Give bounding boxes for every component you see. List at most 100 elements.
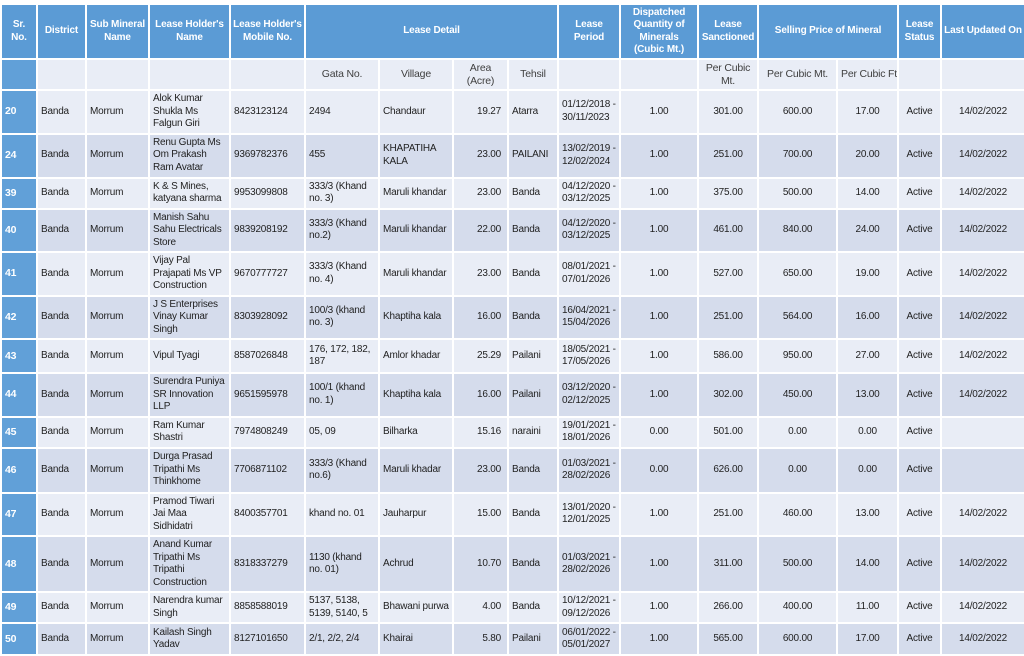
cell-dispatched: 1.00 — [619, 535, 700, 594]
cell-dispatched: 0.00 — [619, 415, 700, 449]
cell-period: 08/01/2021 - 07/01/2026 — [557, 251, 622, 297]
cell-tehsil: Pailani — [506, 372, 560, 418]
cell-dispatched: 1.00 — [619, 622, 700, 656]
cell-tehsil: Banda — [506, 176, 560, 210]
cell-name: Vijay Pal Prajapati Ms VP Construction — [148, 251, 231, 297]
cell-sanctioned: 565.00 — [697, 622, 760, 656]
cell-mobile: 8303928092 — [229, 294, 306, 341]
cell-period: 01/03/2021 - 28/02/2026 — [557, 446, 622, 494]
cell-area: 23.00 — [452, 446, 509, 494]
cell-dispatched: 1.00 — [619, 132, 700, 179]
cell-district: Banda — [36, 176, 87, 210]
cell-sr: 43 — [0, 338, 38, 375]
cell-status: Active — [897, 176, 943, 210]
col-header-last-updated: Last Updated On — [940, 3, 1024, 60]
cell-period: 06/01/2022 - 05/01/2027 — [557, 622, 622, 656]
table-row: 42 Banda Morrum J S Enterprises Vinay Kumar… — [0, 294, 1024, 341]
cell-dispatched: 0.00 — [619, 446, 700, 494]
cell-mineral: Morrum — [85, 251, 150, 297]
cell-district: Banda — [36, 622, 87, 656]
cell-district: Banda — [36, 89, 87, 135]
cell-gata: 333/3 (Khand no.6) — [304, 446, 380, 494]
table-row: 49 Banda Morrum Narendra kumar Singh 8858588… — [0, 591, 1024, 625]
cell-status: Active — [897, 89, 943, 135]
cell-mobile: 8318337279 — [229, 535, 306, 594]
cell-mineral: Morrum — [85, 294, 150, 341]
table-row: 20 Banda Morrum Alok Kumar Shukla Ms Falgun… — [0, 89, 1024, 135]
cell-updated: 14/02/2022 — [940, 89, 1024, 135]
cell-price_mt: 460.00 — [757, 491, 839, 538]
cell-village: Khairai — [378, 622, 454, 656]
cell-tehsil: Banda — [506, 491, 560, 538]
col-header-selling-price: Selling Price of Mineral — [757, 3, 900, 60]
cell-sr: 41 — [0, 251, 38, 297]
table-row: 50 Banda Morrum Kailash Singh Yadav 81271016… — [0, 622, 1024, 656]
cell-sanctioned: 626.00 — [697, 446, 760, 494]
cell-price_mt: 0.00 — [757, 446, 839, 494]
cell-price_mt: 564.00 — [757, 294, 839, 341]
cell-price_mt: 600.00 — [757, 89, 839, 135]
col-header-holder-name: Lease Holder's Name — [148, 3, 231, 60]
cell-sr: 50 — [0, 622, 38, 656]
cell-village: Achrud — [378, 535, 454, 594]
cell-mineral: Morrum — [85, 207, 150, 254]
cell-gata: 2/1, 2/2, 2/4 — [304, 622, 380, 656]
cell-area: 19.27 — [452, 89, 509, 135]
cell-sr: 39 — [0, 176, 38, 210]
cell-updated: 14/02/2022 — [940, 372, 1024, 418]
cell-tehsil: Pailani — [506, 338, 560, 375]
subheader-spacer-updated — [940, 57, 1024, 92]
cell-area: 23.00 — [452, 176, 509, 210]
cell-mobile: 7974808249 — [229, 415, 306, 449]
cell-sanctioned: 375.00 — [697, 176, 760, 210]
table-row: 48 Banda Morrum Anand Kumar Tripathi Ms Tri… — [0, 535, 1024, 594]
cell-area: 4.00 — [452, 591, 509, 625]
cell-sr: 42 — [0, 294, 38, 341]
cell-village: Khaptiha kala — [378, 372, 454, 418]
cell-dispatched: 1.00 — [619, 591, 700, 625]
subheader-sanctioned-per-cubic-mt: Per Cubic Mt. — [697, 57, 760, 92]
cell-status: Active — [897, 622, 943, 656]
cell-district: Banda — [36, 535, 87, 594]
cell-name: Renu Gupta Ms Om Prakash Ram Avatar — [148, 132, 231, 179]
cell-district: Banda — [36, 446, 87, 494]
cell-sr: 44 — [0, 372, 38, 418]
cell-district: Banda — [36, 338, 87, 375]
col-header-sr-no: Sr. No. — [0, 3, 38, 60]
cell-updated: 14/02/2022 — [940, 535, 1024, 594]
cell-mobile: 8400357701 — [229, 491, 306, 538]
cell-gata: 176, 172, 182, 187 — [304, 338, 380, 375]
table-row: 41 Banda Morrum Vijay Pal Prajapati Ms VP C… — [0, 251, 1024, 297]
cell-status: Active — [897, 591, 943, 625]
subheader-gata-no: Gata No. — [304, 57, 380, 92]
cell-area: 16.00 — [452, 372, 509, 418]
cell-price_ft: 16.00 — [836, 294, 900, 341]
cell-district: Banda — [36, 294, 87, 341]
cell-name: Alok Kumar Shukla Ms Falgun Giri — [148, 89, 231, 135]
subheader-spacer-status — [897, 57, 943, 92]
table-row: 39 Banda Morrum K & S Mines, katyana sharma… — [0, 176, 1024, 210]
cell-tehsil: Banda — [506, 591, 560, 625]
cell-dispatched: 1.00 — [619, 176, 700, 210]
cell-updated: 14/02/2022 — [940, 591, 1024, 625]
cell-sanctioned: 251.00 — [697, 294, 760, 341]
cell-name: Kailash Singh Yadav — [148, 622, 231, 656]
cell-tehsil: Banda — [506, 207, 560, 254]
cell-area: 15.00 — [452, 491, 509, 538]
cell-price_ft: 17.00 — [836, 622, 900, 656]
cell-price_ft: 13.00 — [836, 491, 900, 538]
cell-gata: 05, 09 — [304, 415, 380, 449]
cell-price_ft: 24.00 — [836, 207, 900, 254]
subheader-spacer-mobile — [229, 57, 306, 92]
cell-status: Active — [897, 491, 943, 538]
cell-district: Banda — [36, 591, 87, 625]
cell-area: 5.80 — [452, 622, 509, 656]
cell-mineral: Morrum — [85, 591, 150, 625]
cell-dispatched: 1.00 — [619, 338, 700, 375]
cell-updated: 14/02/2022 — [940, 491, 1024, 538]
cell-tehsil: Banda — [506, 535, 560, 594]
cell-updated: 14/02/2022 — [940, 207, 1024, 254]
table-header: Sr. No. District Sub Mineral Name Lease … — [0, 3, 1024, 60]
cell-mobile: 9839208192 — [229, 207, 306, 254]
cell-sanctioned: 266.00 — [697, 591, 760, 625]
